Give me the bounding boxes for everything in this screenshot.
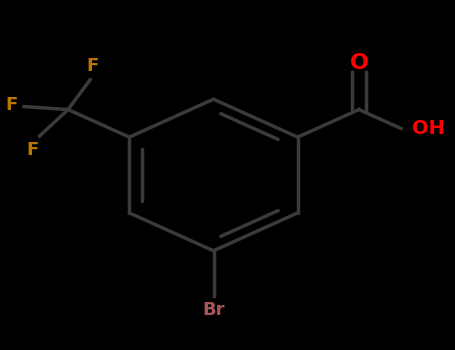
Text: F: F bbox=[86, 57, 98, 75]
Text: F: F bbox=[27, 141, 39, 159]
Text: OH: OH bbox=[412, 119, 445, 138]
Text: Br: Br bbox=[202, 301, 225, 319]
Text: F: F bbox=[5, 96, 17, 114]
Text: O: O bbox=[349, 53, 369, 73]
